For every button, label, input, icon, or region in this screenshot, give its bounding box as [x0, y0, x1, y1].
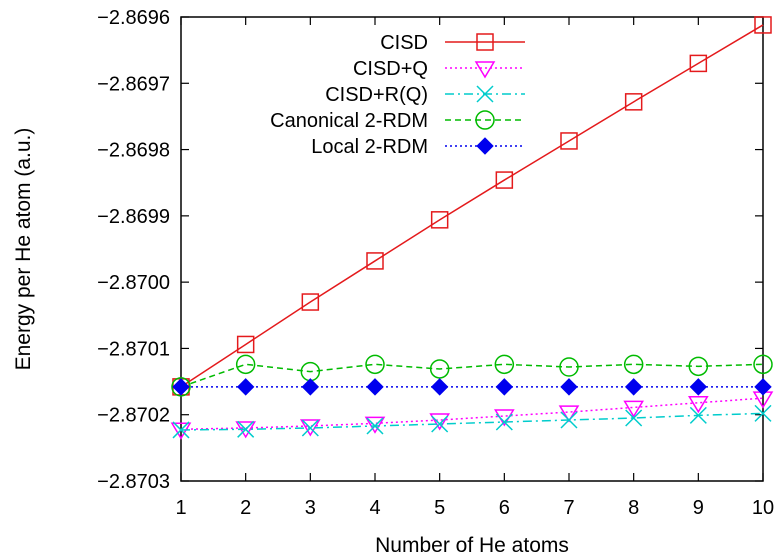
- data-point: [494, 354, 515, 375]
- y-tick-label: −2.8699: [97, 206, 170, 228]
- data-point: [754, 16, 772, 34]
- data-point: [476, 85, 494, 103]
- data-point: [623, 354, 644, 375]
- y-tick-label: −2.8701: [97, 338, 170, 360]
- data-point: [476, 137, 494, 155]
- data-point: [170, 422, 192, 440]
- series-line: [180, 363, 764, 388]
- data-point: [475, 110, 495, 130]
- data-point: [624, 378, 643, 396]
- data-point: [754, 404, 772, 422]
- series-canonical-2-rdm: [171, 354, 773, 397]
- data-point: [689, 378, 708, 396]
- y-tick-label: −2.8696: [97, 7, 170, 29]
- x-axis-label: Number of He atoms: [375, 534, 569, 557]
- y-tick-label: −2.8703: [97, 471, 170, 493]
- data-point: [430, 378, 449, 396]
- data-point: [558, 405, 580, 423]
- axis-ticks: 1 2 3 4 5 6 7 8 9 10 −2.8696 −2.8697 −2.8698 −2.8699 −…: [97, 7, 774, 519]
- data-point: [429, 413, 450, 431]
- data-point: [623, 400, 644, 418]
- legend-label: CISD: [380, 32, 428, 54]
- data-point: [301, 419, 319, 437]
- data-point: [754, 378, 772, 396]
- x-tick-label: 3: [305, 497, 316, 519]
- data-point: [689, 406, 707, 424]
- legend-item: CISD+R(Q): [325, 84, 525, 106]
- series-line: [180, 412, 764, 431]
- data-point: [366, 252, 384, 270]
- legend-label: Local 2-RDM: [311, 136, 428, 158]
- x-tick-label: 6: [499, 497, 510, 519]
- data-point: [560, 132, 578, 150]
- data-point: [237, 420, 255, 438]
- data-point: [172, 421, 190, 439]
- data-point: [235, 354, 256, 375]
- series-line: [180, 24, 764, 388]
- data-point: [559, 357, 579, 377]
- data-point: [236, 378, 255, 396]
- legend: CISD CISD+Q CISD+R(Q) Canonical 2-RDM Local …: [270, 32, 525, 158]
- data-point: [624, 93, 643, 111]
- legend-item: CISD: [380, 32, 525, 54]
- y-tick-label: −2.8700: [97, 272, 170, 294]
- x-tick-label: 5: [434, 497, 445, 519]
- plot-frame: [180, 16, 764, 482]
- legend-label: Canonical 2-RDM: [270, 110, 428, 132]
- data-point: [688, 396, 709, 414]
- data-point: [366, 378, 384, 396]
- data-point: [625, 409, 643, 427]
- legend-label: CISD+R(Q): [325, 84, 428, 106]
- data-point: [689, 54, 708, 73]
- data-point: [495, 413, 513, 431]
- y-tick-label: −2.8697: [97, 73, 170, 95]
- data-point: [301, 378, 320, 396]
- x-tick-label: 2: [240, 497, 251, 519]
- data-point: [429, 359, 450, 379]
- legend-item: Local 2-RDM: [311, 136, 525, 158]
- data-point: [301, 293, 320, 311]
- series-cisd-q: [170, 391, 774, 440]
- data-point: [495, 171, 514, 189]
- series-line: [180, 397, 764, 431]
- x-tick-label: 8: [628, 497, 639, 519]
- data-point: [560, 378, 578, 396]
- y-tick-label: −2.8698: [97, 140, 170, 162]
- data-point: [753, 354, 773, 375]
- series-group: [170, 16, 774, 440]
- data-point: [171, 377, 191, 397]
- data-point: [560, 411, 578, 429]
- series-cisd: [172, 16, 772, 396]
- x-tick-label: 7: [563, 497, 574, 519]
- data-point: [474, 61, 496, 79]
- x-tick-label: 10: [752, 497, 774, 519]
- data-point: [431, 415, 449, 433]
- data-point: [236, 335, 255, 354]
- data-point: [688, 356, 709, 377]
- legend-label: CISD+Q: [353, 58, 428, 80]
- legend-item: Canonical 2-RDM: [270, 110, 525, 132]
- x-tick-label: 1: [175, 497, 186, 519]
- data-point: [430, 211, 449, 229]
- data-point: [495, 378, 514, 396]
- x-tick-label: 4: [369, 497, 380, 519]
- x-tick-label: 9: [693, 497, 704, 519]
- data-point: [476, 33, 494, 51]
- y-tick-label: −2.8702: [97, 405, 170, 427]
- series-cisd-r-q-: [172, 404, 772, 439]
- data-point: [172, 378, 190, 396]
- series-local-2-rdm: [172, 378, 772, 396]
- data-point: [365, 354, 385, 375]
- y-axis-label: Energy per He atom (a.u.): [12, 128, 35, 371]
- data-point: [364, 416, 386, 434]
- data-point: [366, 417, 384, 435]
- legend-item: CISD+Q: [353, 58, 525, 80]
